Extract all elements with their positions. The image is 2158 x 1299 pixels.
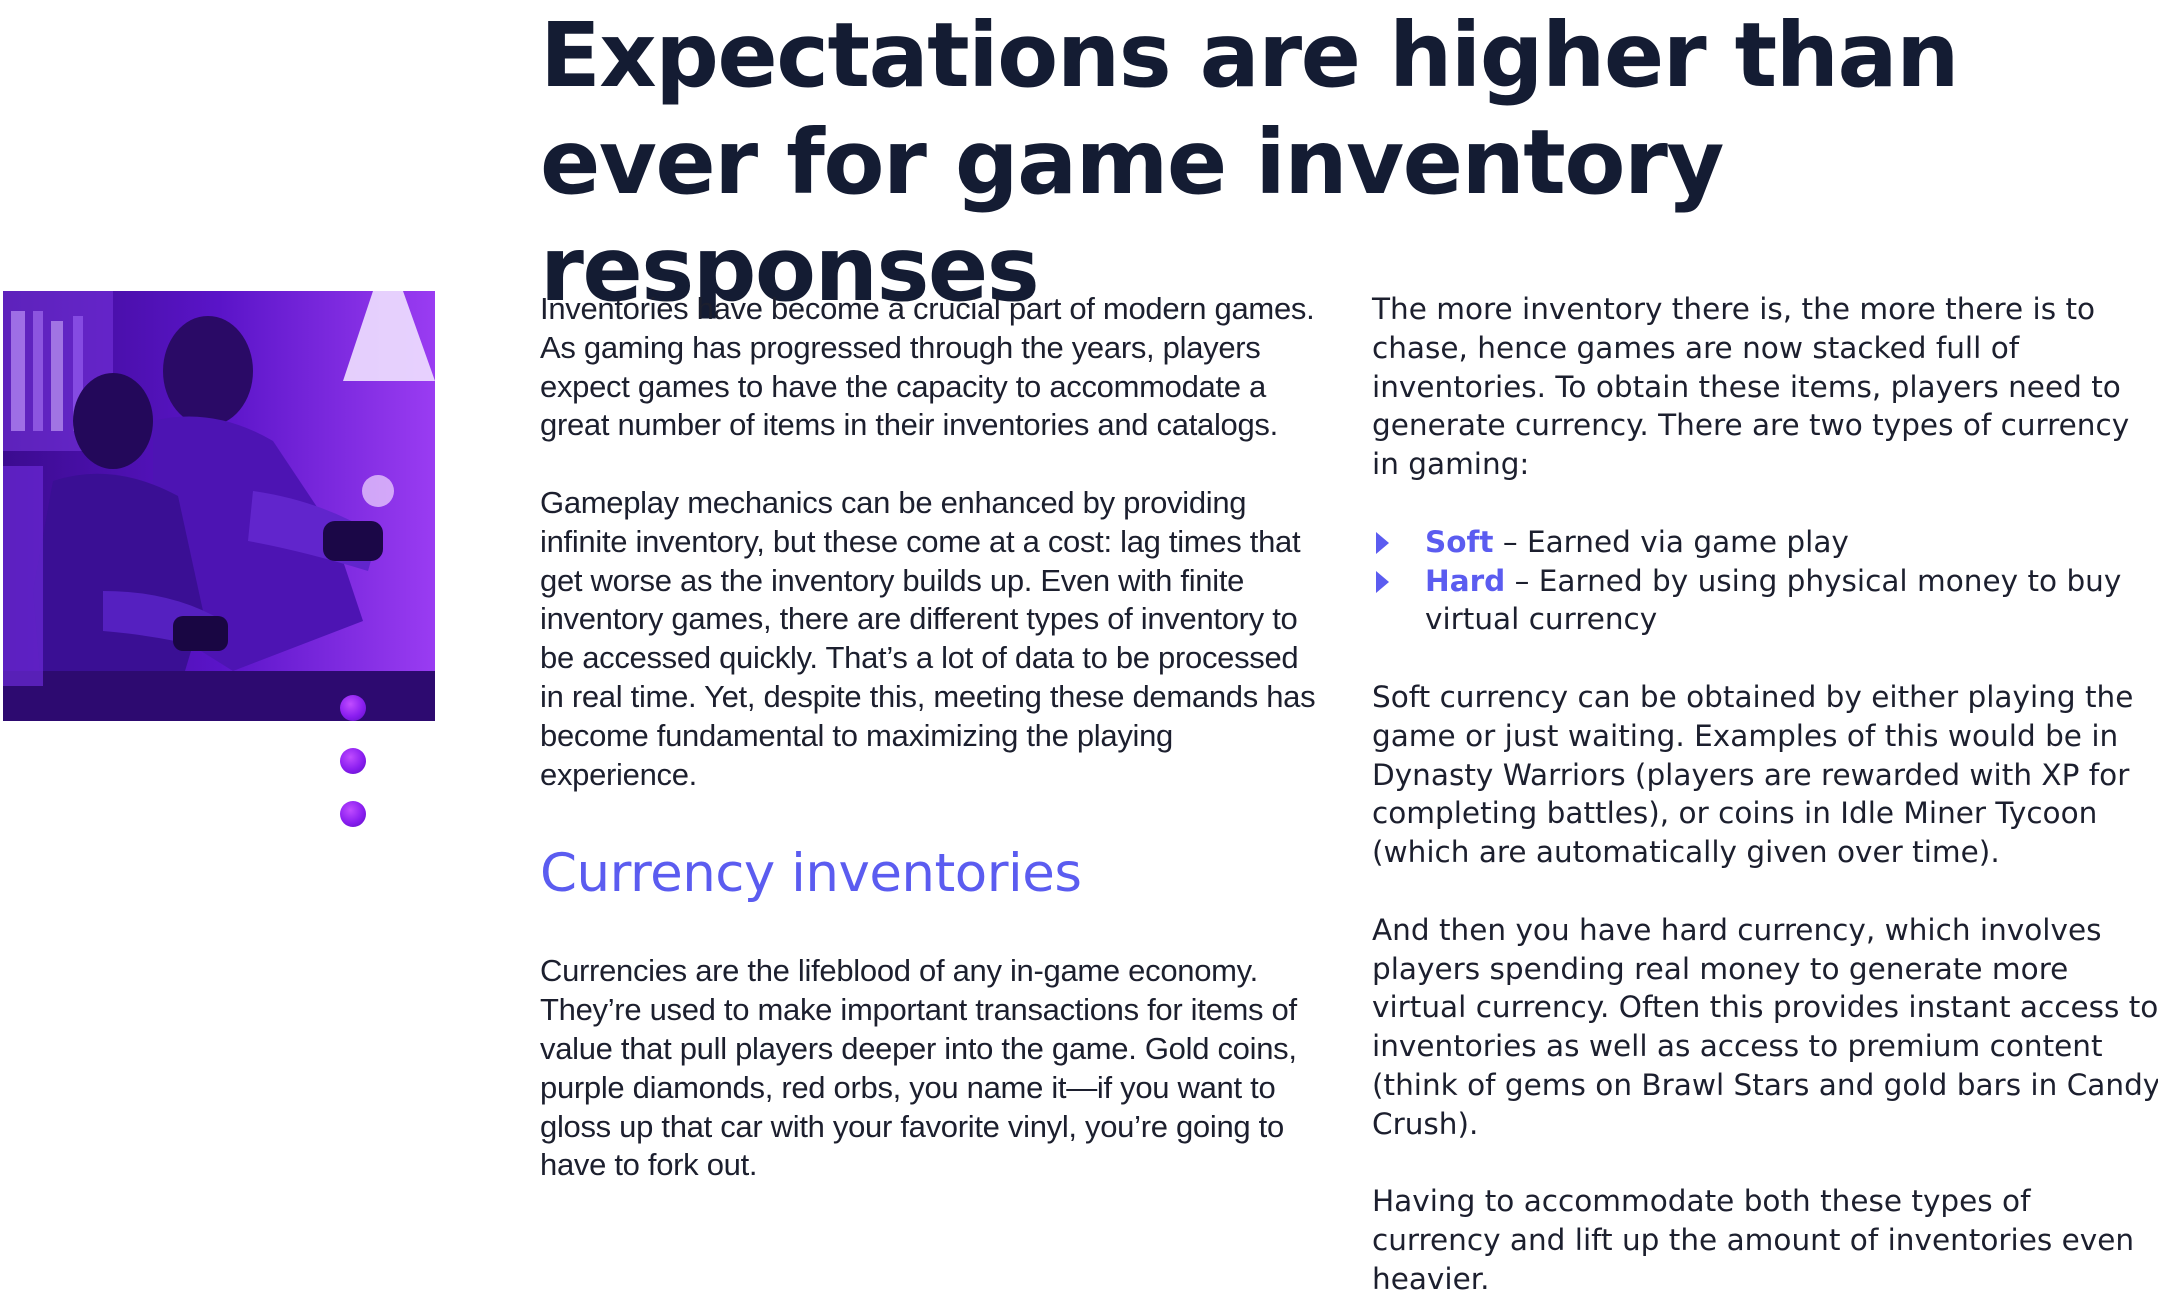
gameplay-paragraph: Gameplay mechanics can be enhanced by pr… bbox=[540, 484, 1316, 792]
list-item: Soft – Earned via game play bbox=[1372, 523, 2158, 562]
list-item: Hard – Earned by using physical money to… bbox=[1372, 562, 2158, 640]
triangle-bullet-icon bbox=[1376, 570, 1389, 593]
soft-currency-paragraph: Soft currency can be obtained by either … bbox=[1372, 679, 2134, 870]
gamers-illustration bbox=[3, 291, 435, 721]
inventory-paragraph: The more inventory there is, the more th… bbox=[1372, 292, 2130, 482]
gaming-photo bbox=[3, 291, 435, 721]
currency-paragraph: Currencies are the lifeblood of any in-g… bbox=[540, 953, 1297, 1183]
bullet-term: Soft bbox=[1425, 524, 1494, 559]
bullet-term: Hard bbox=[1425, 563, 1506, 598]
bullet-text: – Earned by using physical money to buy … bbox=[1425, 563, 2122, 637]
intro-paragraph: Inventories have become a crucial part o… bbox=[540, 291, 1315, 443]
decorative-dot-2 bbox=[340, 748, 366, 774]
triangle-bullet-icon bbox=[1376, 531, 1389, 554]
left-column: Inventories have become a crucial part o… bbox=[540, 290, 1330, 1185]
currency-subheading: Currency inventories bbox=[540, 843, 1082, 905]
decorative-dot-3 bbox=[340, 801, 366, 827]
bullet-text: – Earned via game play bbox=[1493, 524, 1849, 559]
hard-currency-paragraph: And then you have hard currency, which i… bbox=[1372, 912, 2158, 1141]
page-heading: Expectations are higher than ever for ga… bbox=[540, 3, 1959, 321]
right-column: The more inventory there is, the more th… bbox=[1372, 290, 2158, 1299]
closing-paragraph: Having to accommodate both these types o… bbox=[1372, 1184, 2135, 1296]
currency-type-list: Soft – Earned via game play Hard – Earne… bbox=[1372, 523, 2158, 639]
decorative-dot-1 bbox=[340, 695, 366, 721]
